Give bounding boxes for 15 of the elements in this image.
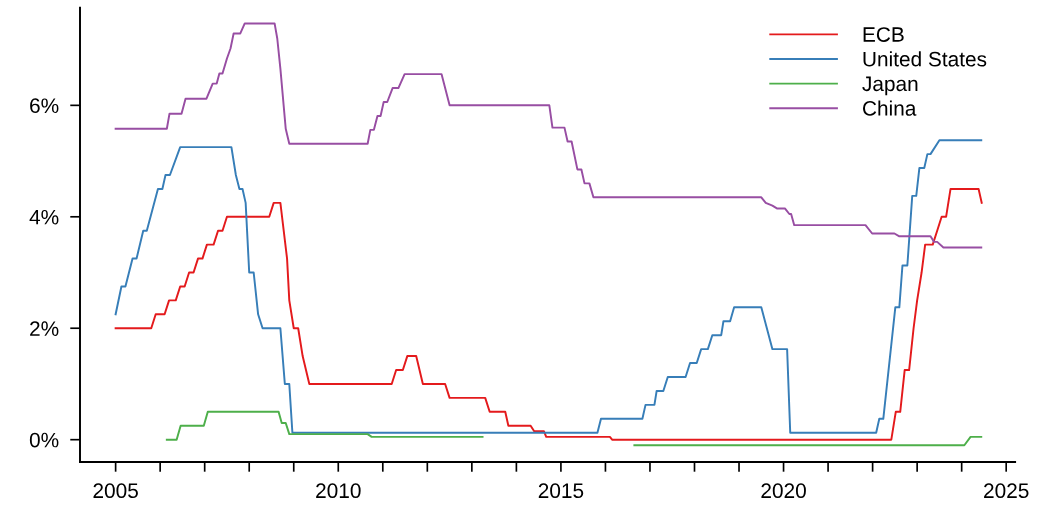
x-tick-label: 2020 [761,483,806,499]
legend-label: Japan [862,76,918,96]
line-series [114,139,983,434]
x-tick-label: 2005 [93,483,138,499]
legend-label: United States [863,51,987,67]
legend-label: ECB [863,27,904,42]
y-tick-label: 4% [29,209,59,225]
legend-label: China [862,100,917,116]
y-tick-label: 6% [30,98,59,114]
x-tick-label: 2010 [316,483,361,499]
x-tick-label: 2015 [538,483,584,499]
line-series [114,187,983,441]
y-tick-label: 0% [29,432,59,448]
x-tick-label: 2025 [984,483,1029,499]
y-tick-label: 2% [30,321,59,336]
